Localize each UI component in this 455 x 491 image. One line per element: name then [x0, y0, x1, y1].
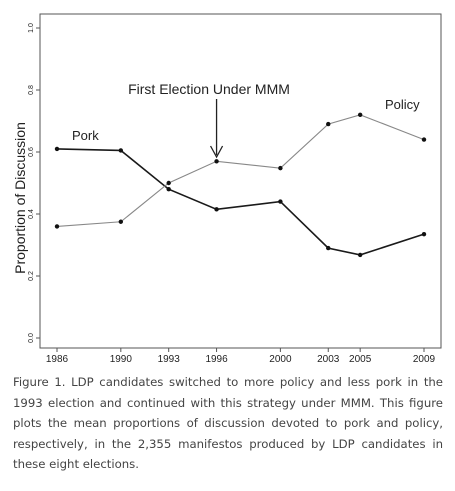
- series-line-policy: [56, 114, 425, 227]
- x-tick-label: 2003: [317, 354, 340, 365]
- figure-caption: Figure 1. LDP candidates switched to mor…: [13, 375, 443, 471]
- point-policy: [118, 219, 124, 224]
- plot-frame: [39, 13, 442, 349]
- point-pork: [54, 146, 60, 152]
- point-pork: [118, 148, 124, 153]
- point-policy: [357, 112, 363, 118]
- y-axis-label: Proportion of Discussion: [12, 122, 28, 274]
- arrow-head: [209, 145, 224, 159]
- x-axis: 1986 1990 1993 1996 2000 2003 2005 2009: [46, 348, 436, 365]
- point-pork: [421, 231, 427, 237]
- point-policy: [54, 224, 60, 229]
- point-policy: [326, 121, 331, 127]
- series-label-policy: Policy: [385, 97, 420, 112]
- y-tick-label: 0.6: [28, 147, 35, 157]
- point-policy: [278, 165, 283, 171]
- y-tick-label: 0.8: [28, 85, 35, 95]
- x-tick-label: 2000: [269, 354, 292, 365]
- point-policy: [421, 137, 427, 142]
- y-tick-label: 1.0: [28, 23, 35, 33]
- y-tick-label: 0.4: [28, 209, 35, 219]
- point-policy: [214, 159, 219, 164]
- x-tick-label: 1996: [205, 354, 228, 365]
- point-policy: [166, 180, 171, 186]
- series-line-pork: [56, 148, 425, 256]
- annotation-arrow: [209, 99, 224, 159]
- annotation-label: First Election Under MMM: [128, 81, 290, 97]
- series-layer: [54, 112, 427, 258]
- line-chart: 0.0 0.2 0.4 0.6 0.8 1.0 1986 1990 1993 1996 2000 2…: [12, 13, 442, 365]
- point-pork: [166, 187, 171, 192]
- point-pork: [214, 207, 219, 212]
- y-tick-label: 0.0: [28, 333, 35, 343]
- x-tick-label: 1986: [46, 354, 69, 365]
- point-pork: [357, 252, 363, 258]
- x-tick-label: 2009: [413, 354, 436, 365]
- y-tick-label: 0.2: [28, 271, 35, 281]
- point-pork: [278, 199, 283, 204]
- point-pork: [326, 245, 331, 251]
- x-tick-label: 2005: [349, 354, 372, 365]
- y-axis: 0.0 0.2 0.4 0.6 0.8 1.0: [28, 23, 40, 343]
- series-label-pork: Pork: [72, 128, 99, 143]
- x-tick-label: 1993: [158, 354, 181, 365]
- x-tick-label: 1990: [110, 354, 133, 365]
